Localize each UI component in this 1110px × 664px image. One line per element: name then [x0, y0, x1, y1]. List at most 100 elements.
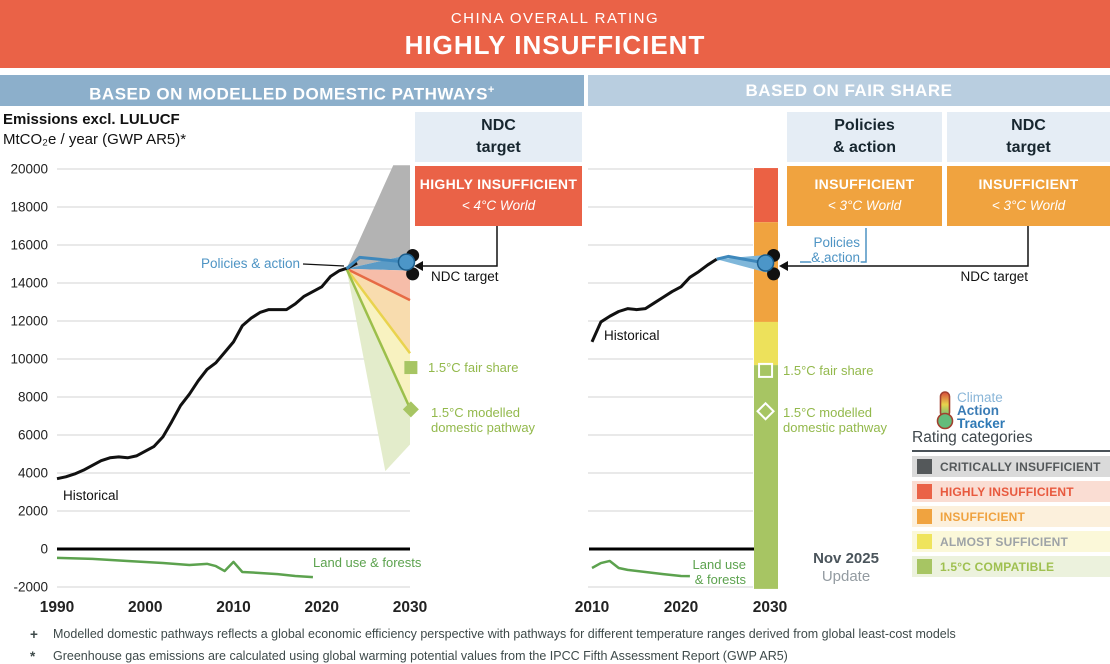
- modelled-pathway-label-right-1: 1.5°C modelled: [783, 405, 872, 420]
- x-tick-label: 2020: [305, 599, 339, 616]
- fair-share-label-right: 1.5°C fair share: [783, 363, 873, 378]
- policies-action-band-right: [716, 254, 770, 274]
- overall-rating-banner: CHINA OVERALL RATING HIGHLY INSUFFICIENT: [0, 0, 1110, 68]
- policies-action-circle-left: [397, 253, 416, 271]
- footnote-text: Greenhouse gas emissions are calculated …: [53, 649, 788, 663]
- historical-line-right: [590, 257, 718, 343]
- rating-bar-almost_sufficient_zone: [754, 321, 778, 366]
- legend-item: INSUFFICIENT: [912, 506, 1110, 527]
- y-tick-label: 10000: [10, 352, 48, 367]
- ndc-arrow-right-icon: [779, 261, 788, 271]
- column-header-line: target: [476, 139, 521, 156]
- column-header-policies-action: Policies & action: [787, 112, 942, 162]
- y-tick-label: 16000: [10, 238, 48, 253]
- rating-box-world: < 3°C World: [827, 198, 902, 213]
- x-tick-label: 2010: [575, 599, 609, 616]
- rating-bar-compatible_1_5_zone: [754, 365, 778, 589]
- rating-box-label: INSUFFICIENT: [814, 176, 915, 192]
- land-use-line-left: [56, 556, 314, 579]
- modelled-pathway-label-left-1: 1.5°C modelled: [431, 405, 520, 420]
- policies-action-line-left: [345, 255, 407, 270]
- column-header-line: Policies: [834, 117, 895, 134]
- fan-band-policies_action_range: [346, 254, 410, 271]
- footnote-text: Modelled domestic pathways reflects a gl…: [53, 627, 956, 641]
- legend-rows: CRITICALLY INSUFFICIENT HIGHLY INSUFFICIE…: [912, 456, 1110, 577]
- ndc-target-label-right: NDC target: [960, 269, 1028, 284]
- column-header-line: NDC: [481, 117, 516, 134]
- thermometer-bulb-icon: [936, 412, 954, 430]
- legend-item: CRITICALLY INSUFFICIENT: [912, 456, 1110, 477]
- logo-text-climate: Climate: [957, 390, 1003, 405]
- footnote-mark-plus: +: [487, 84, 495, 96]
- footnote-symbol-plus: +: [30, 627, 38, 642]
- land-use-line-right: [591, 559, 690, 578]
- historical-label-left: Historical: [63, 488, 119, 503]
- rating-categories-legend: Rating categories CRITICALLY INSUFFICIEN…: [912, 429, 1110, 577]
- x-tick-label: 1990: [40, 599, 74, 616]
- land-use-label-right-2: & forests: [695, 572, 747, 587]
- column-header-line: target: [1006, 139, 1051, 156]
- climate-action-tracker-logo: Climate Action Tracker: [936, 390, 1006, 431]
- panel-header-left-label: BASED ON MODELLED DOMESTIC PATHWAYS: [89, 84, 488, 104]
- legend-color-swatch: [917, 559, 932, 574]
- policies-action-connector-right: [800, 228, 867, 263]
- policies-action-label-right-2: & action: [811, 250, 860, 265]
- legend-item-label: ALMOST SUFFICIENT: [940, 534, 1069, 549]
- column-header-line: NDC: [1011, 117, 1046, 134]
- update-word: Update: [821, 568, 871, 585]
- fan-line-modelled_pathway_boundary: [345, 268, 412, 409]
- logo-text-tracker: Tracker: [957, 416, 1006, 431]
- y-axis-title-block: Emissions excl. LULUCF MtCO₂e / year (GW…: [3, 110, 186, 150]
- legend-item: 1.5°C COMPATIBLE: [912, 556, 1110, 577]
- rating-box-label: HIGHLY INSUFFICIENT: [419, 176, 578, 192]
- rating-box-world: < 3°C World: [991, 198, 1066, 213]
- policies-action-label-left: Policies & action: [201, 256, 300, 271]
- y-tick-label: 14000: [10, 276, 48, 291]
- policies-action-label-right-1: Policies: [813, 235, 860, 250]
- y-tick-label: 4000: [18, 466, 48, 481]
- panel-header-fair-share: BASED ON FAIR SHARE: [588, 75, 1110, 106]
- panel-header-modelled-pathways: BASED ON MODELLED DOMESTIC PATHWAYS+: [0, 75, 584, 106]
- modelled-diamond-marker-right: [756, 401, 775, 421]
- rating-box-label: INSUFFICIENT: [978, 176, 1079, 192]
- legend-color-swatch: [917, 534, 932, 549]
- column-header-line: & action: [832, 139, 897, 156]
- legend-item-label: CRITICALLY INSUFFICIENT: [940, 459, 1101, 474]
- overall-rating-title: HIGHLY INSUFFICIENT: [404, 30, 706, 60]
- policies-action-circle-right: [756, 254, 775, 272]
- x-tick-label: 2020: [664, 599, 698, 616]
- ndc-target-connector-right: [786, 226, 1029, 267]
- panel-header-right-label: BASED ON FAIR SHARE: [745, 81, 953, 100]
- legend-item: HIGHLY INSUFFICIENT: [912, 481, 1110, 502]
- ndc-arrow-left-icon: [414, 261, 423, 271]
- column-header-ndc-right: NDC target: [947, 112, 1110, 162]
- modelled-pathway-label-right-2: domestic pathway: [783, 420, 888, 435]
- rating-box-ndc-left: HIGHLY INSUFFICIENT < 4°C World: [415, 166, 582, 226]
- y-tick-label: 2000: [18, 504, 48, 519]
- fan-line-almost_sufficient_boundary: [345, 267, 411, 355]
- column-header-ndc-left: NDC target: [415, 112, 582, 162]
- land-use-label-left: Land use & forests: [313, 555, 422, 570]
- footnote-modelled-pathways: + Modelled domestic pathways reflects a …: [30, 627, 1100, 642]
- legend-item-label: INSUFFICIENT: [940, 509, 1026, 524]
- y-tick-label: 18000: [10, 200, 48, 215]
- ndc-target-dot-left: [406, 267, 420, 281]
- policies-action-callout-line-left: [302, 263, 345, 267]
- update-date: Nov 2025: [813, 550, 879, 567]
- policies-action-line-right: [716, 254, 766, 265]
- legend-title: Rating categories: [912, 429, 1110, 452]
- y-axis-title: Emissions excl. LULUCF: [3, 111, 180, 128]
- legend-item-label: HIGHLY INSUFFICIENT: [940, 484, 1074, 499]
- emissions-chart: 2000018000160001400012000100008000600040…: [10, 162, 1029, 616]
- footnote-gwp: * Greenhouse gas emissions are calculate…: [30, 649, 1100, 664]
- footnote-symbol-asterisk: *: [30, 649, 36, 664]
- x-tick-label: 2030: [393, 599, 427, 616]
- x-tick-label: 2030: [753, 599, 787, 616]
- y-tick-label: 0: [40, 542, 48, 557]
- legend-color-swatch: [917, 484, 932, 499]
- ndc-target-label-left: NDC target: [431, 269, 499, 284]
- y-tick-label: 8000: [18, 390, 48, 405]
- x-tick-label: 2010: [216, 599, 250, 616]
- fair-share-square-marker-left: [404, 361, 418, 375]
